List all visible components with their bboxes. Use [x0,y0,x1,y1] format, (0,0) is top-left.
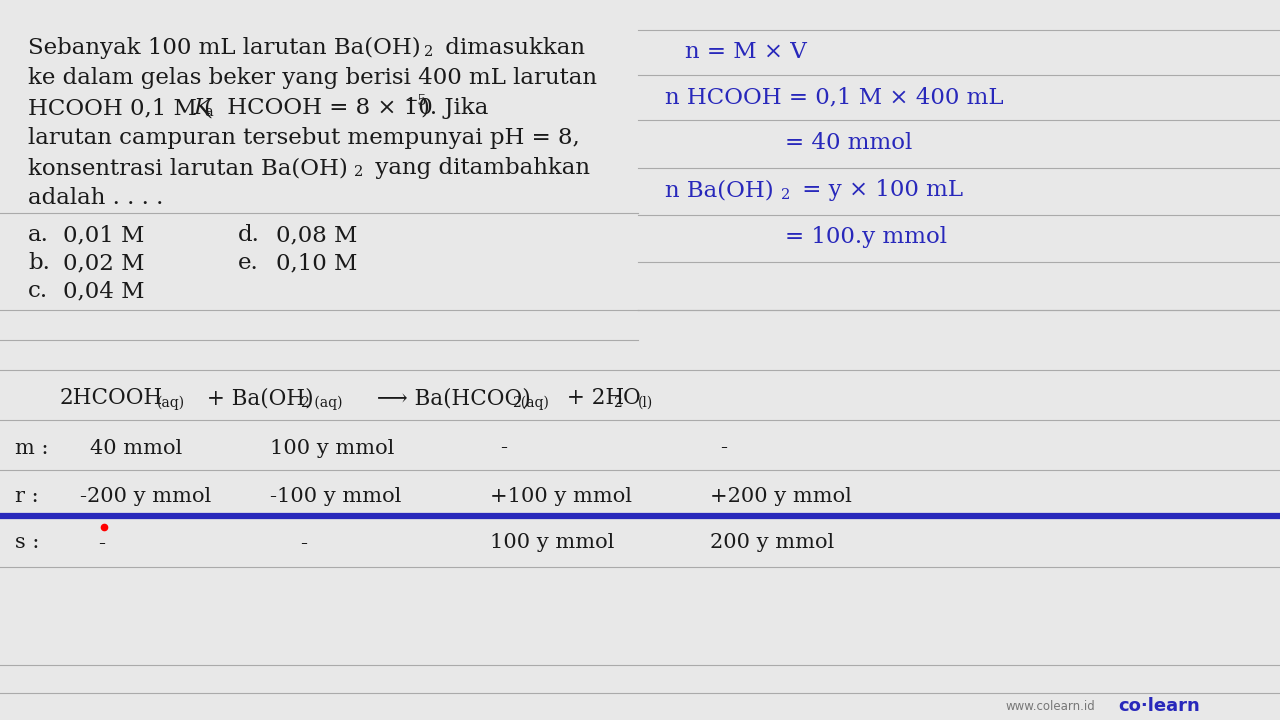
Text: m :: m : [15,438,49,457]
Text: a.: a. [28,224,49,246]
Text: 2: 2 [300,396,308,410]
Text: 0,04 M: 0,04 M [63,280,145,302]
Text: 0,10 M: 0,10 M [276,252,357,274]
Text: ). Jika: ). Jika [421,97,489,119]
Text: n HCOOH = 0,1 M × 400 mL: n HCOOH = 0,1 M × 400 mL [666,86,1004,108]
Text: 2(aq): 2(aq) [512,396,549,410]
Text: n = M × V: n = M × V [685,41,806,63]
Text: 2: 2 [781,188,790,202]
Text: ke dalam gelas beker yang berisi 400 mL larutan: ke dalam gelas beker yang berisi 400 mL … [28,67,596,89]
Text: O: O [623,387,641,409]
Text: www.colearn.id: www.colearn.id [1005,700,1094,713]
Text: 2: 2 [613,396,622,410]
Text: = y × 100 mL: = y × 100 mL [795,179,963,201]
Text: 40 mmol: 40 mmol [90,438,182,457]
Text: (aq): (aq) [310,396,343,410]
Text: d.: d. [238,224,260,246]
Text: 0,02 M: 0,02 M [63,252,145,274]
Text: b.: b. [28,252,50,274]
Text: dimasukkan: dimasukkan [438,37,585,59]
Text: larutan campuran tersebut mempunyai pH = 8,: larutan campuran tersebut mempunyai pH =… [28,127,580,149]
Text: 0,08 M: 0,08 M [276,224,357,246]
Text: c.: c. [28,280,49,302]
Text: 100 y mmol: 100 y mmol [490,534,614,552]
Text: ⟶ Ba(HCOO): ⟶ Ba(HCOO) [370,387,531,409]
Text: 2: 2 [424,45,433,59]
Text: r :: r : [15,487,38,505]
Text: 100 y mmol: 100 y mmol [270,438,394,457]
Text: -: - [300,534,307,552]
Text: -200 y mmol: -200 y mmol [79,487,211,505]
Text: −5: −5 [404,94,426,108]
Text: -: - [719,438,727,457]
Text: HCOOH 0,1 M (: HCOOH 0,1 M ( [28,97,212,119]
Text: = 100.y mmol: = 100.y mmol [785,226,947,248]
Text: yang ditambahkan: yang ditambahkan [369,157,590,179]
Text: 2HCOOH: 2HCOOH [60,387,164,409]
Text: 0,01 M: 0,01 M [63,224,145,246]
Text: -100 y mmol: -100 y mmol [270,487,402,505]
Text: e.: e. [238,252,259,274]
Text: + 2H: + 2H [561,387,625,409]
Text: a: a [204,105,212,119]
Text: (aq): (aq) [157,396,186,410]
Text: = 40 mmol: = 40 mmol [785,132,913,154]
Text: K: K [193,97,210,119]
Text: n Ba(OH): n Ba(OH) [666,179,773,201]
Text: adalah . . . .: adalah . . . . [28,187,164,209]
Text: Sebanyak 100 mL larutan Ba(OH): Sebanyak 100 mL larutan Ba(OH) [28,37,421,59]
Text: +100 y mmol: +100 y mmol [490,487,632,505]
Text: + Ba(OH): + Ba(OH) [200,387,314,409]
Text: co·learn: co·learn [1117,697,1199,715]
Text: HCOOH = 8 × 10: HCOOH = 8 × 10 [220,97,433,119]
Text: konsentrasi larutan Ba(OH): konsentrasi larutan Ba(OH) [28,157,348,179]
Text: (l): (l) [637,396,653,410]
Text: s :: s : [15,534,40,552]
Text: -: - [99,534,105,552]
Text: +200 y mmol: +200 y mmol [710,487,852,505]
Text: 200 y mmol: 200 y mmol [710,534,835,552]
Text: -: - [500,438,507,457]
Text: 2: 2 [355,165,364,179]
